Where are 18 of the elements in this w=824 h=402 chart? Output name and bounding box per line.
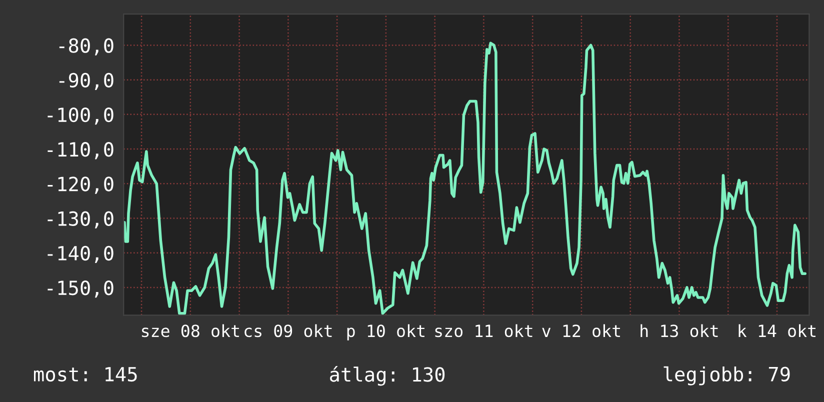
y-tick-label: -110,0: [48, 142, 114, 160]
y-tick-label: -80,0: [59, 38, 114, 56]
x-tick-label: cs 09 okt: [244, 324, 332, 338]
y-tick-label: -150,0: [48, 280, 114, 298]
x-tick-label: p 10 okt: [347, 324, 424, 340]
y-tick-label: -90,0: [59, 72, 114, 90]
x-tick-label: v 12 okt: [542, 324, 620, 338]
text: legjobb: 79: [664, 366, 790, 386]
y-tick-label: -130,0: [48, 211, 114, 228]
y-tick-label: -100,0: [48, 107, 114, 125]
y-tick-label: -120,0: [48, 176, 114, 194]
x-tick-label: sze 08 okt: [142, 324, 239, 338]
x-tick-label: k 14 okt: [738, 324, 816, 338]
x-tick-label: szo 11 okt: [435, 324, 532, 338]
x-tick-label: h 13 okt: [640, 324, 718, 338]
text: most: 145: [34, 367, 137, 382]
y-tick-label: -140,0: [48, 246, 114, 264]
text: átlag: 130: [330, 366, 445, 386]
